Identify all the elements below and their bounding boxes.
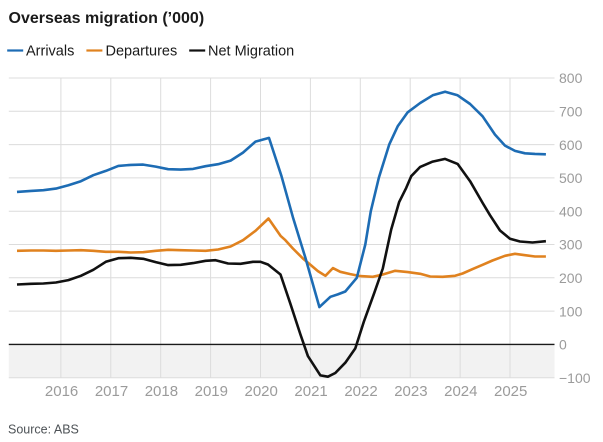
svg-text:0: 0: [559, 337, 567, 353]
svg-text:500: 500: [559, 170, 583, 186]
svg-text:2020: 2020: [245, 383, 278, 400]
svg-text:700: 700: [559, 104, 583, 120]
svg-text:Overseas migration (’000): Overseas migration (’000): [9, 10, 205, 27]
svg-text:2016: 2016: [45, 383, 78, 400]
svg-text:Source: ABS: Source: ABS: [8, 423, 79, 437]
svg-text:2018: 2018: [145, 383, 178, 400]
svg-text:2023: 2023: [394, 383, 427, 400]
svg-text:Departures: Departures: [106, 44, 178, 60]
svg-text:300: 300: [559, 237, 583, 253]
svg-text:2024: 2024: [444, 383, 477, 400]
svg-text:2022: 2022: [344, 383, 377, 400]
svg-text:400: 400: [559, 203, 583, 219]
svg-text:2019: 2019: [195, 383, 228, 400]
svg-text:−100: −100: [559, 370, 591, 386]
svg-text:2021: 2021: [294, 383, 327, 400]
svg-text:800: 800: [559, 70, 583, 86]
svg-text:200: 200: [559, 270, 583, 286]
svg-text:2025: 2025: [494, 383, 527, 400]
svg-text:Arrivals: Arrivals: [26, 44, 74, 60]
svg-text:100: 100: [559, 303, 583, 319]
svg-text:Net Migration: Net Migration: [208, 44, 294, 60]
svg-text:2017: 2017: [95, 383, 128, 400]
svg-text:600: 600: [559, 137, 583, 153]
